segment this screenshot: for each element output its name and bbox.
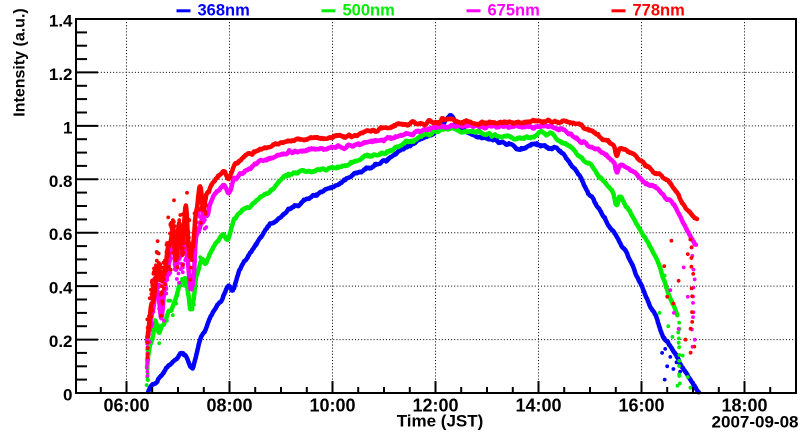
svg-text:0.4: 0.4 <box>49 279 73 298</box>
svg-text:2007-09-08: 2007-09-08 <box>712 413 799 432</box>
svg-text:0.8: 0.8 <box>49 172 73 191</box>
svg-text:1.4: 1.4 <box>49 12 73 31</box>
svg-text:675nm: 675nm <box>488 2 540 20</box>
svg-text:Intensity (a.u.): Intensity (a.u.) <box>12 8 29 116</box>
svg-text:06:00: 06:00 <box>103 396 149 416</box>
svg-text:Time (JST): Time (JST) <box>397 412 484 431</box>
svg-text:500nm: 500nm <box>343 2 395 20</box>
svg-text:368nm: 368nm <box>198 2 250 20</box>
svg-text:12:00: 12:00 <box>412 396 458 416</box>
svg-text:16:00: 16:00 <box>618 396 664 416</box>
svg-text:14:00: 14:00 <box>515 396 561 416</box>
svg-text:0.2: 0.2 <box>49 332 73 351</box>
svg-text:778nm: 778nm <box>633 2 685 20</box>
svg-text:08:00: 08:00 <box>206 396 252 416</box>
svg-text:18:00: 18:00 <box>721 396 767 416</box>
svg-text:0: 0 <box>63 386 72 405</box>
svg-text:1: 1 <box>63 118 72 137</box>
svg-text:0.6: 0.6 <box>49 225 73 244</box>
svg-text:1.2: 1.2 <box>49 65 73 84</box>
svg-text:10:00: 10:00 <box>309 396 355 416</box>
